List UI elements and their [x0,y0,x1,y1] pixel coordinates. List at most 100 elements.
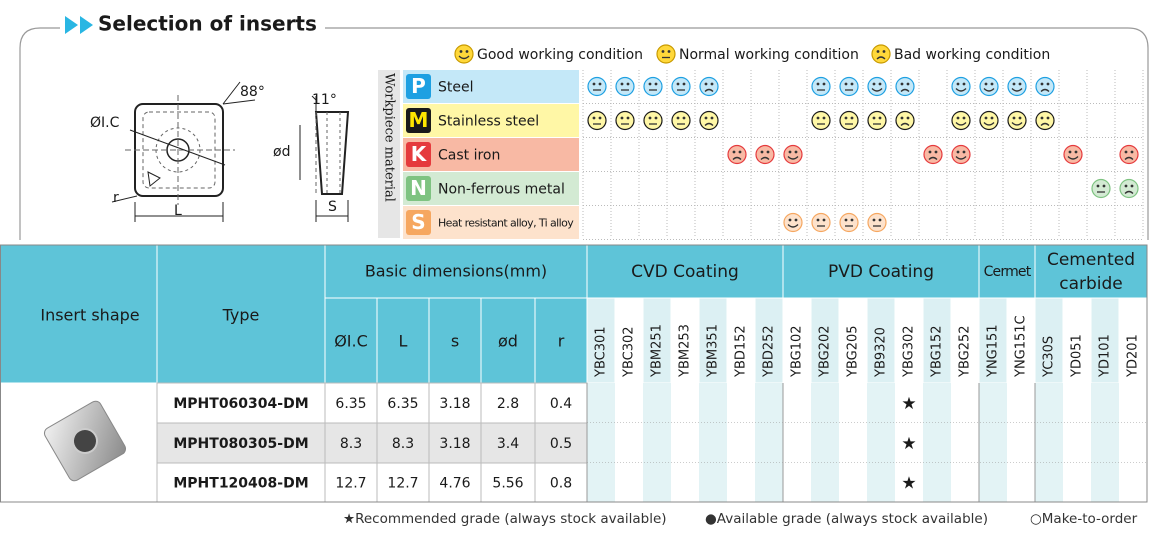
grade-label: YNG151 [986,324,1001,378]
dim-value: 3.18 [439,436,470,452]
grade-cell [1035,463,1063,502]
dim-value: 3.4 [497,436,519,452]
face-eye [822,116,826,120]
header-label: L [399,332,408,351]
grade-label: YBM251 [650,324,665,378]
face-icon [1035,110,1055,131]
face-icon [979,76,999,97]
grade-label: YB9320 [874,327,889,378]
header-cell [324,244,588,299]
face-eye [710,116,714,120]
grade-cell [643,383,671,423]
face-icon [1091,178,1111,199]
face-eye [1096,184,1100,188]
face-icon [895,110,915,131]
grade-cell [615,383,643,423]
grade-cell [923,423,951,463]
face-mouth [955,122,967,126]
r-label: r [113,190,119,206]
face-eye [816,218,820,222]
workpiece-label: Workpiece material [382,73,397,202]
type-label: MPHT060304-DM [173,396,308,412]
type-label: MPHT080305-DM [173,436,308,452]
dim-value: 0.8 [550,476,572,492]
face-mouth [732,156,742,160]
grade-cell [1035,383,1063,423]
grade-cell [1091,463,1119,502]
face-eye [788,218,792,222]
header-label: Insert shape [40,306,139,325]
grade-label: YBG302 [902,325,917,378]
face-eye [984,116,988,120]
grade-cell [1035,423,1063,463]
face-icon [951,76,971,97]
face-icon [839,110,859,131]
header-cell [376,297,430,384]
grade-label: YBD252 [762,325,777,378]
face-mouth [1011,88,1023,92]
material-name: Non-ferrous metal [438,182,565,198]
l-label: L [174,203,182,219]
face-eye [956,150,960,154]
grade-cell [755,423,783,463]
material-name: Stainless steel [438,114,539,130]
face-mouth [983,122,995,126]
grade-cell [783,423,811,463]
face-icon [1119,144,1139,165]
grade-cell [699,463,727,502]
face-mouth [983,88,995,92]
grade-cell [867,423,895,463]
face-mouth [1040,122,1050,126]
face-eye [822,82,826,86]
face-eye [1130,184,1134,188]
grade-cell [1091,423,1119,463]
material-code-box [406,210,431,235]
grade-cell [1063,383,1091,423]
face-icon [1007,110,1027,131]
face-eye [598,82,602,86]
legend-label: Normal working condition [679,47,859,63]
face-eye [990,116,994,120]
face-eye [1124,184,1128,188]
grade-mark: ★ [901,434,916,454]
face-eye [844,82,848,86]
face-mouth [876,56,886,60]
face-icon [783,212,803,233]
grade-header-cell [1062,297,1092,384]
face-eye [465,50,469,53]
grade-cell [951,463,979,502]
angle-label: 88° [240,84,265,100]
vertical-label-cell [378,70,400,238]
group-label: Cemented carbide [1047,250,1135,294]
grade-cell [755,463,783,502]
face-icon [727,144,747,165]
face-eye [962,150,966,154]
face-icon [454,44,474,64]
face-icon [867,76,887,97]
face-eye [1012,116,1016,120]
grade-cell [895,423,923,463]
face-mouth [955,156,967,160]
face-mouth [900,122,910,126]
face-eye [1018,116,1022,120]
grade-cell [1063,463,1091,502]
grade-label: YBC301 [594,326,609,378]
type-cell [156,382,326,424]
face-eye [732,150,736,154]
dim-value: 12.7 [387,476,418,492]
face-eye [1068,150,1072,154]
face-mouth [787,156,799,160]
face-eye [816,116,820,120]
type-cell [156,422,326,464]
face-icon [615,110,635,131]
face-icon [1119,178,1139,199]
dim-value: 8.3 [340,436,362,452]
grade-header-cell [1034,297,1064,384]
header-label: ød [498,332,518,351]
grade-cell [867,383,895,423]
grade-cell [1063,423,1091,463]
face-eye [682,116,686,120]
grade-header-cell [586,297,616,384]
face-eye [990,82,994,86]
